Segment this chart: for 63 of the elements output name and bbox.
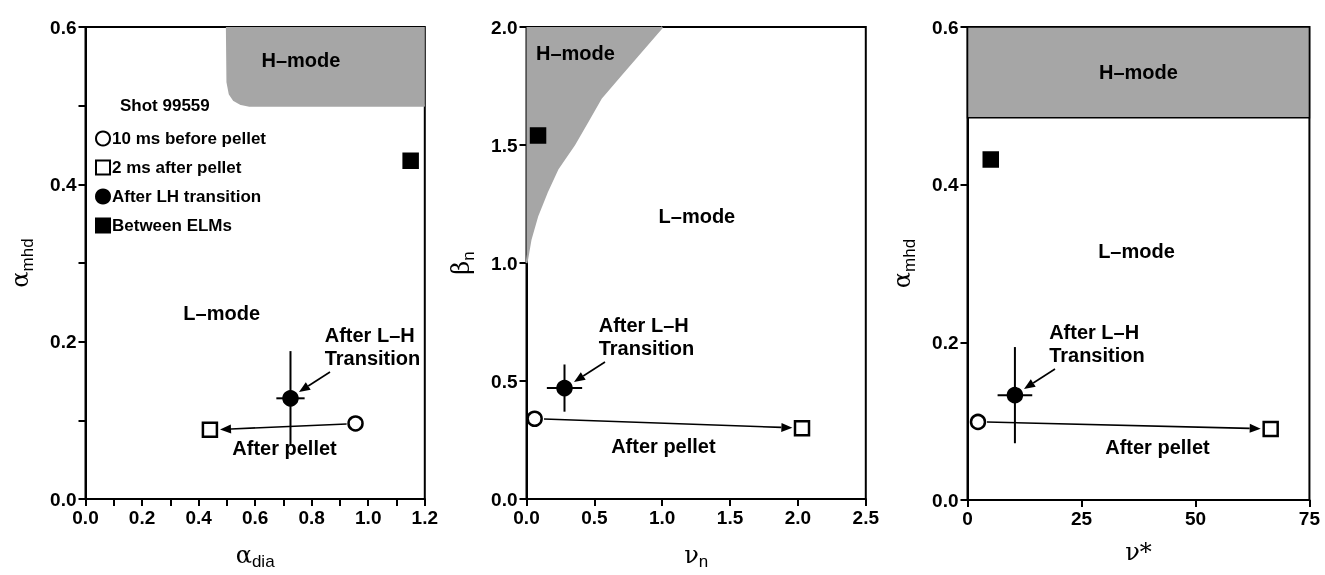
- x-tick-label: 0.4: [185, 507, 213, 528]
- point: [402, 152, 419, 169]
- x-tick-label: 1.5: [716, 507, 744, 528]
- annotation: After L–H Transition: [1049, 320, 1145, 366]
- y-tick-label: 0.0: [932, 489, 959, 511]
- x-tick-label: 0.5: [581, 507, 608, 528]
- x-tick-label: 25: [1070, 508, 1093, 529]
- annotation: After pellet: [1105, 436, 1211, 459]
- point: [526, 410, 543, 428]
- annotation: After pellet: [611, 434, 716, 457]
- annotation: L–mode: [658, 205, 736, 228]
- y-axis-title: βn: [447, 251, 478, 275]
- x-tick-label: 1.2: [411, 507, 438, 528]
- annotation: H–mode: [535, 42, 615, 65]
- band-label: H–mode: [1099, 61, 1178, 84]
- legend-label: Between ELMs: [112, 216, 232, 235]
- y-tick-label: 0.0: [491, 488, 518, 510]
- annotation: L–mode: [183, 302, 261, 325]
- x-tick-label: 2.0: [784, 507, 812, 528]
- annotation: After pellet: [232, 436, 338, 459]
- y-tick-label: 0.2: [932, 331, 959, 353]
- y-tick-label: 0.5: [491, 370, 518, 392]
- x-tick-label: 0.0: [513, 507, 540, 528]
- x-tick-label: 0.0: [72, 507, 99, 528]
- annotation: L–mode: [1098, 239, 1175, 262]
- legend-title: Shot 99559: [120, 96, 210, 115]
- annotation: After L–H Transition: [598, 313, 695, 359]
- legend-label: 2 ms after pellet: [112, 158, 242, 177]
- point: [201, 421, 219, 439]
- y-tick-label: 0.6: [50, 16, 77, 38]
- point: [347, 415, 364, 432]
- x-tick-label: 75: [1298, 508, 1321, 529]
- x-tick-label: 1.0: [355, 507, 382, 528]
- y-tick-label: 2.0: [491, 16, 518, 38]
- legend-label: 10 ms before pellet: [112, 129, 267, 148]
- point: [529, 127, 547, 144]
- x-tick-label: 0.2: [128, 507, 156, 528]
- x-tick-label: 0.8: [298, 507, 325, 528]
- y-axis-title: αmhd: [6, 238, 37, 288]
- point: [969, 413, 987, 431]
- x-tick-label: 50: [1184, 508, 1207, 529]
- x-tick-label: 2.5: [852, 507, 880, 528]
- legend-label: After LH transition: [112, 187, 262, 206]
- y-axis-title: αmhd: [888, 238, 919, 289]
- x-tick-label: 0: [962, 508, 973, 529]
- point: [556, 379, 573, 397]
- y-tick-label: 0.6: [932, 16, 959, 38]
- y-tick-label: 1.0: [491, 252, 518, 274]
- x-axis-title: ν*: [1125, 538, 1152, 566]
- point: [282, 390, 299, 407]
- y-tick-label: 0.4: [50, 173, 77, 195]
- y-tick-label: 0.4: [932, 174, 959, 196]
- x-tick-label: 0.6: [241, 507, 269, 528]
- y-tick-label: 0.0: [50, 488, 77, 510]
- point: [793, 419, 811, 437]
- y-tick-label: 0.2: [50, 331, 77, 353]
- point: [1006, 386, 1024, 404]
- point: [1262, 420, 1279, 438]
- annotation: H–mode: [261, 49, 341, 72]
- point: [982, 151, 999, 168]
- annotation: After L–H Transition: [324, 323, 421, 369]
- x-tick-label: 1.0: [649, 507, 676, 528]
- y-tick-label: 1.5: [491, 134, 518, 156]
